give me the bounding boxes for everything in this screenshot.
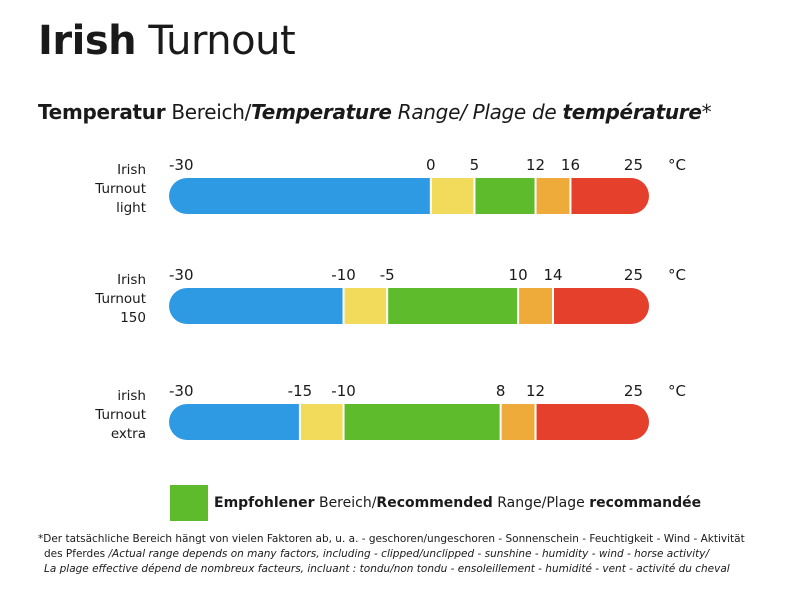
tick-label: 25 <box>624 382 643 400</box>
bar-segment-hot <box>571 178 649 214</box>
range-bar <box>169 178 649 214</box>
bar-segment-hot <box>536 404 649 440</box>
subtitle-en-bold: Temperature <box>251 100 392 124</box>
tick-label: -30 <box>169 266 194 284</box>
tick-label: -5 <box>380 266 395 284</box>
tick-label: -30 <box>169 382 194 400</box>
tick-label: 16 <box>561 156 580 174</box>
bar-segment-recommended <box>388 288 518 324</box>
bar-segment-recommended <box>344 404 500 440</box>
bar-segment-warm <box>519 288 552 324</box>
tick-label: -15 <box>288 382 313 400</box>
tick-label: 25 <box>624 156 643 174</box>
tick-label: -30 <box>169 156 194 174</box>
title-bold: Irish <box>38 18 137 64</box>
chart-subtitle: Temperatur Bereich/Temperature Range/ Pl… <box>38 100 712 124</box>
chart-row: irish Turnout extra -30 -15 -10 8 12 25 °C <box>94 382 686 442</box>
chart-row: Irish Turnout 150 -30 -10 -5 10 14 25 °C <box>94 266 686 326</box>
subtitle-en-rest: Range/ Plage de <box>391 100 563 124</box>
range-bar <box>169 404 649 440</box>
legend-fr-rest: Range/Plage <box>492 495 590 511</box>
row-label: Irish Turnout 150 <box>94 272 146 326</box>
bar-segment-hot <box>554 288 649 324</box>
footnote-line-en: des Pferdes /Actual range depends on man… <box>38 547 745 562</box>
bar-segment-warm <box>536 178 570 214</box>
legend-label: Empfohlener Bereich/Recommended Range/Pl… <box>214 495 701 511</box>
subtitle-de-bold: Temperatur <box>38 100 166 124</box>
footnote: *Der tatsächliche Bereich hängt von viel… <box>38 532 745 577</box>
bar-segment-recommended <box>475 178 535 214</box>
bar-segment-cool <box>344 288 387 324</box>
tick-label: 0 <box>426 156 436 174</box>
tick-label: 8 <box>496 382 506 400</box>
tick-label: 12 <box>526 156 545 174</box>
page-title: Irish Turnout <box>38 18 296 64</box>
legend-en-bold: Recommended <box>376 495 493 511</box>
bar-segment-cold <box>169 288 343 324</box>
range-bar <box>169 288 649 324</box>
footnote-line-fr: La plage effective dépend de nombreux fa… <box>44 563 730 575</box>
unit-label: °C <box>668 266 686 284</box>
legend-fr-bold: recommandée <box>589 495 702 511</box>
tick-label: 25 <box>624 266 643 284</box>
unit-label: °C <box>668 382 686 400</box>
legend-de-bold: Empfohlener <box>214 495 315 511</box>
subtitle-de-rest: Bereich/ <box>165 100 252 124</box>
bar-segment-warm <box>501 404 535 440</box>
unit-label: °C <box>668 156 686 174</box>
subtitle-asterisk: * <box>701 100 712 124</box>
legend: Empfohlener Bereich/Recommended Range/Pl… <box>170 485 701 521</box>
bar-segment-cold <box>169 404 299 440</box>
footnote-de-end: des Pferdes <box>44 548 109 560</box>
row-label: irish Turnout extra <box>94 388 146 442</box>
bar-segment-cool <box>431 178 474 214</box>
footnote-line-de: *Der tatsächliche Bereich hängt von viel… <box>38 533 745 545</box>
subtitle-fr-bold: température <box>562 100 702 124</box>
chart-row: Irish Turnout light -30 0 5 12 16 25 °C <box>94 156 686 216</box>
title-rest: Turnout <box>136 18 296 64</box>
tick-label: -10 <box>331 266 356 284</box>
legend-de-rest: Bereich/ <box>314 495 377 511</box>
row-label: Irish Turnout light <box>94 162 146 216</box>
bar-segment-cool <box>300 404 343 440</box>
tick-label: -10 <box>331 382 356 400</box>
bar-segment-cold <box>169 178 430 214</box>
tick-label: 5 <box>470 156 480 174</box>
tick-label: 10 <box>509 266 528 284</box>
footnote-en-text: /Actual range depends on many factors, i… <box>108 548 710 560</box>
tick-label: 14 <box>543 266 562 284</box>
legend-swatch-recommended <box>170 485 208 521</box>
tick-label: 12 <box>526 382 545 400</box>
